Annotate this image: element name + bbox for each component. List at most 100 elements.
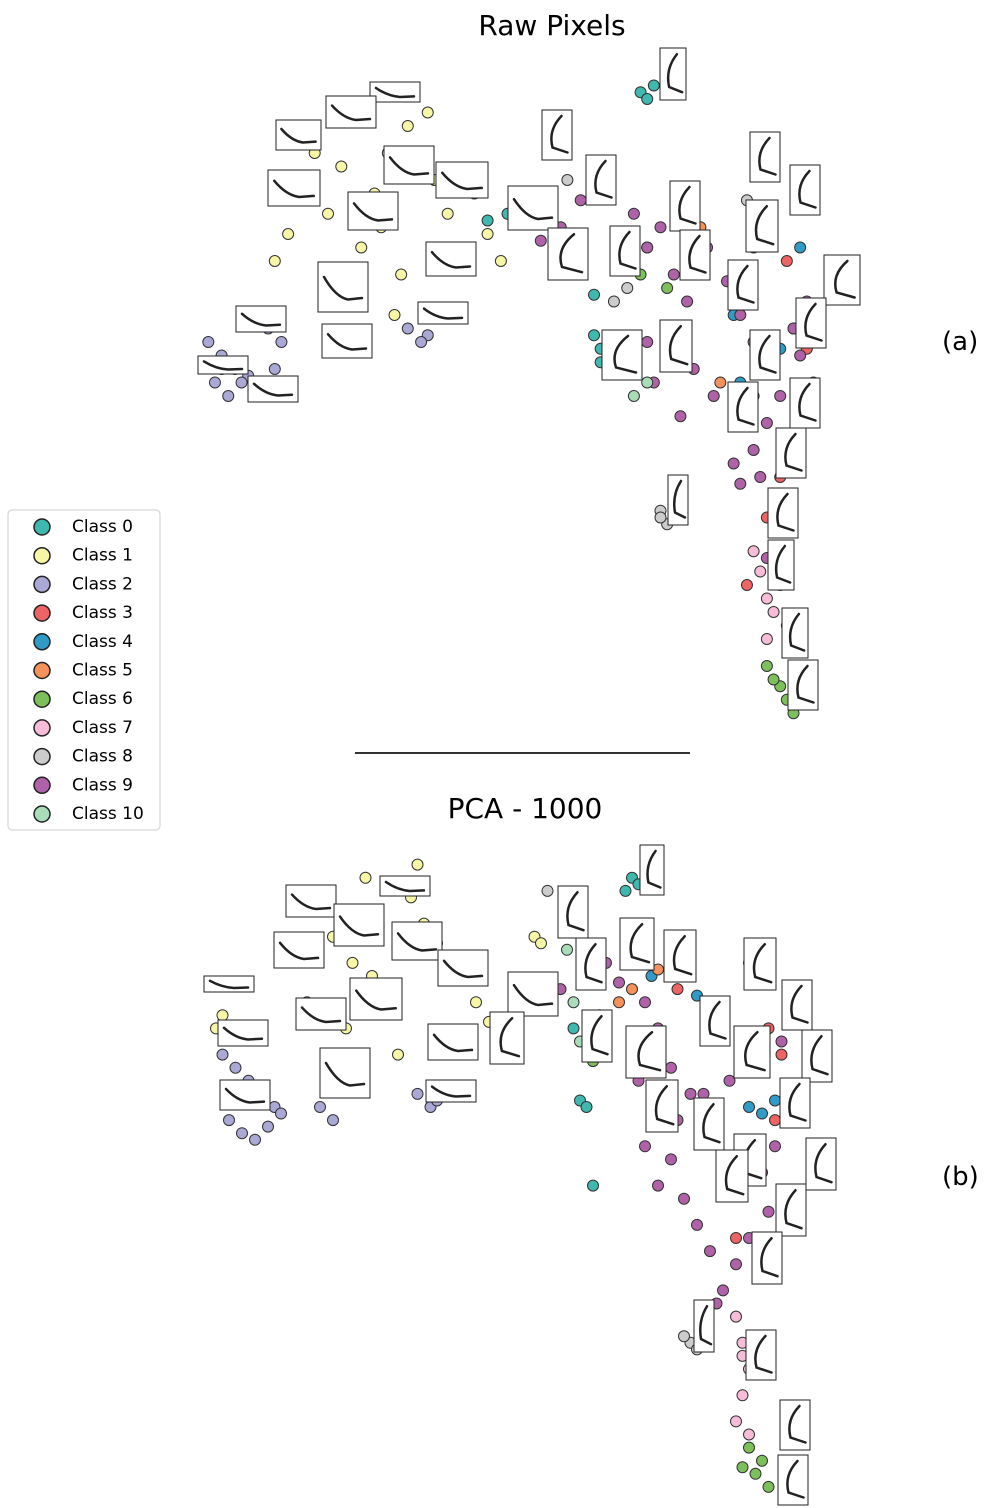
point xyxy=(681,295,694,308)
thumbnail-stroke xyxy=(724,1154,745,1196)
point xyxy=(769,1094,781,1107)
point xyxy=(775,1048,788,1061)
point xyxy=(359,871,372,884)
thumbnail xyxy=(745,199,779,253)
point xyxy=(767,606,780,618)
point xyxy=(639,1140,651,1153)
point xyxy=(613,996,625,1009)
thumbnail xyxy=(427,1023,479,1061)
point xyxy=(535,937,547,950)
thumbnail xyxy=(435,161,489,199)
thumbnail xyxy=(369,81,421,103)
point xyxy=(671,983,684,996)
thumbnail-stroke xyxy=(326,332,368,351)
legend-marker xyxy=(33,633,51,651)
thumbnail-stroke xyxy=(430,250,472,269)
thumbnail xyxy=(273,931,325,969)
thumbnail-stroke xyxy=(702,1102,721,1144)
thumbnail xyxy=(417,301,469,325)
point xyxy=(481,214,494,227)
thumbnail-stroke xyxy=(590,1014,609,1056)
point xyxy=(641,241,654,254)
point xyxy=(743,1428,755,1441)
thumbnail xyxy=(379,875,431,897)
point xyxy=(481,228,494,240)
legend-label: Class 9 xyxy=(72,775,133,795)
point xyxy=(678,1330,690,1343)
legend-marker xyxy=(33,575,51,594)
point xyxy=(780,255,793,267)
thumbnail xyxy=(197,355,249,375)
point xyxy=(275,336,288,348)
thumbnail-stroke xyxy=(708,1000,727,1040)
thumbnail xyxy=(775,427,807,479)
point xyxy=(769,1140,781,1153)
thumbnail xyxy=(217,1019,269,1047)
legend-label: Class 5 xyxy=(72,661,133,681)
point xyxy=(229,1061,242,1074)
point xyxy=(760,633,773,645)
point xyxy=(647,79,660,92)
point xyxy=(762,1205,775,1218)
point xyxy=(641,376,654,389)
thumbnail-stroke xyxy=(798,169,817,209)
thumbnail-stroke xyxy=(804,302,823,342)
point xyxy=(774,390,787,402)
thumbnail-stroke xyxy=(784,432,803,472)
thumbnail xyxy=(285,884,337,918)
point xyxy=(743,1441,755,1454)
thumbnail xyxy=(317,261,369,313)
thumbnail-stroke xyxy=(754,1334,773,1374)
legend-marker xyxy=(33,604,51,622)
point xyxy=(747,545,760,558)
thumbnail-stroke xyxy=(224,1087,266,1104)
thumbnail-stroke xyxy=(774,544,792,584)
point xyxy=(236,1127,248,1140)
point xyxy=(580,1101,593,1113)
point xyxy=(734,309,747,321)
thumbnail-stroke xyxy=(432,1033,474,1053)
point xyxy=(727,457,740,470)
legend-label: Class 1 xyxy=(72,546,133,566)
chart-title: PCA - 1000 xyxy=(448,792,603,825)
thumbnail-stroke xyxy=(354,989,398,1011)
point xyxy=(674,410,687,423)
thumbnail-stroke xyxy=(290,893,332,911)
point xyxy=(411,858,424,871)
legend-label: Class 10 xyxy=(72,804,144,824)
thumbnail-stroke xyxy=(798,382,817,422)
thumbnail-stroke xyxy=(790,984,809,1024)
point xyxy=(627,390,640,402)
point xyxy=(322,207,334,220)
point xyxy=(392,1048,404,1061)
thumbnail-stroke xyxy=(422,307,464,320)
point xyxy=(775,1035,788,1048)
panel-label: (b) xyxy=(942,1162,979,1192)
point xyxy=(754,471,767,483)
point xyxy=(421,106,434,119)
thumbnail-stroke xyxy=(222,1026,264,1041)
legend-marker xyxy=(33,719,51,737)
point xyxy=(665,1153,677,1166)
point xyxy=(268,255,281,267)
point xyxy=(335,160,348,173)
thumbnail xyxy=(391,921,443,961)
point xyxy=(355,241,368,254)
thumbnail-stroke xyxy=(788,1404,807,1444)
point xyxy=(740,579,753,591)
thumbnail-stroke xyxy=(278,941,320,961)
legend-marker xyxy=(33,518,51,536)
point xyxy=(327,1114,339,1127)
thumbnail-stroke xyxy=(330,104,372,122)
thumbnail-stroke xyxy=(736,386,755,426)
point xyxy=(760,417,773,429)
thumbnail-stroke xyxy=(784,1188,803,1230)
legend-marker xyxy=(33,690,51,708)
thumbnail-stroke xyxy=(688,234,707,274)
point xyxy=(588,288,600,301)
thumbnail-stroke xyxy=(322,275,364,301)
point xyxy=(654,511,667,524)
legend-marker xyxy=(33,546,51,565)
point xyxy=(756,1454,768,1467)
thumbnail xyxy=(383,145,435,185)
